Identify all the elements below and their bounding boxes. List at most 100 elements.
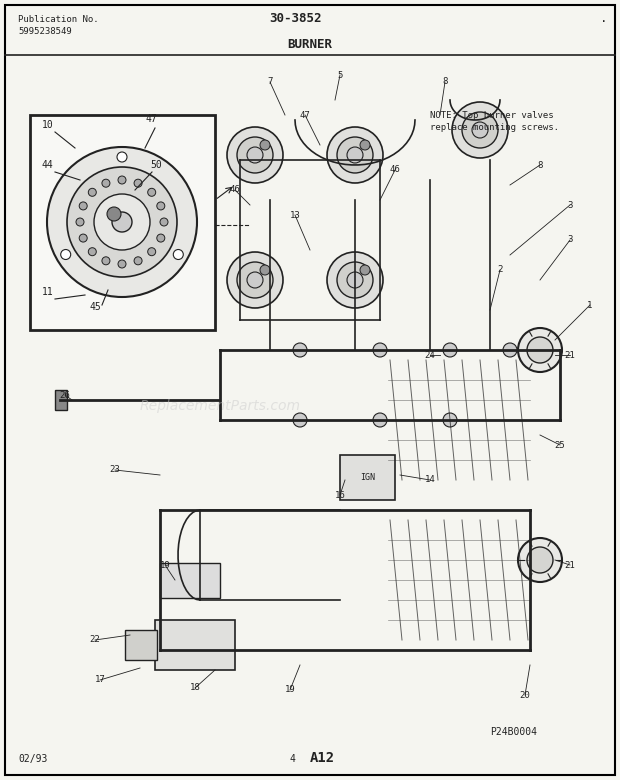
- Circle shape: [462, 112, 498, 148]
- Circle shape: [148, 188, 156, 197]
- Circle shape: [102, 257, 110, 264]
- Circle shape: [327, 252, 383, 308]
- Circle shape: [518, 538, 562, 582]
- Circle shape: [373, 343, 387, 357]
- Circle shape: [79, 202, 87, 210]
- Text: ReplacementParts.com: ReplacementParts.com: [140, 399, 301, 413]
- Circle shape: [260, 265, 270, 275]
- Circle shape: [134, 257, 142, 264]
- Bar: [160, 563, 220, 598]
- Circle shape: [293, 413, 307, 427]
- Circle shape: [118, 260, 126, 268]
- Text: 5995238549: 5995238549: [18, 27, 72, 36]
- Circle shape: [472, 122, 488, 138]
- Text: 5: 5: [337, 70, 343, 80]
- Circle shape: [503, 343, 517, 357]
- Circle shape: [260, 140, 270, 150]
- Circle shape: [118, 176, 126, 184]
- Text: 23: 23: [110, 466, 120, 474]
- Text: 45: 45: [90, 302, 102, 312]
- Circle shape: [347, 147, 363, 163]
- Circle shape: [347, 272, 363, 288]
- Text: 2: 2: [497, 265, 503, 275]
- Bar: [155, 620, 235, 670]
- Circle shape: [237, 137, 273, 173]
- Text: 46: 46: [389, 165, 401, 175]
- Text: 10: 10: [42, 120, 54, 130]
- Text: 3: 3: [567, 200, 573, 210]
- Text: 19: 19: [159, 561, 170, 569]
- Circle shape: [443, 413, 457, 427]
- Circle shape: [227, 252, 283, 308]
- Text: 44: 44: [42, 160, 54, 170]
- Text: 18: 18: [190, 683, 200, 693]
- Circle shape: [360, 265, 370, 275]
- Circle shape: [107, 207, 121, 221]
- Circle shape: [47, 147, 197, 297]
- Text: 4: 4: [290, 754, 296, 764]
- Text: 14: 14: [425, 476, 435, 484]
- Text: 24: 24: [425, 350, 435, 360]
- Circle shape: [102, 179, 110, 187]
- Text: .: .: [600, 12, 608, 25]
- Circle shape: [157, 202, 165, 210]
- Circle shape: [527, 337, 553, 363]
- Circle shape: [79, 234, 87, 242]
- Text: 25: 25: [555, 441, 565, 449]
- Text: 3: 3: [567, 236, 573, 244]
- Text: 02/93: 02/93: [18, 754, 47, 764]
- Text: 8: 8: [442, 77, 448, 87]
- Text: 50: 50: [150, 160, 162, 170]
- Circle shape: [67, 167, 177, 277]
- Circle shape: [527, 547, 553, 573]
- Circle shape: [88, 188, 96, 197]
- Bar: [125, 630, 157, 660]
- Circle shape: [443, 343, 457, 357]
- Text: 1: 1: [587, 300, 593, 310]
- Circle shape: [327, 127, 383, 183]
- Circle shape: [337, 262, 373, 298]
- Text: 11: 11: [42, 287, 54, 297]
- Circle shape: [373, 413, 387, 427]
- Text: Publication No.: Publication No.: [18, 15, 99, 24]
- Text: 8: 8: [538, 161, 542, 169]
- Circle shape: [148, 248, 156, 256]
- Circle shape: [452, 102, 508, 158]
- Circle shape: [227, 127, 283, 183]
- Text: 17: 17: [95, 675, 105, 685]
- Text: 13: 13: [290, 211, 300, 219]
- Text: IGN: IGN: [360, 473, 376, 482]
- Text: 47: 47: [299, 111, 311, 119]
- Circle shape: [61, 250, 71, 260]
- Text: 46: 46: [229, 186, 241, 194]
- Text: 16: 16: [335, 491, 345, 499]
- Text: 21: 21: [565, 561, 575, 569]
- Circle shape: [94, 194, 150, 250]
- Text: 47: 47: [145, 114, 157, 124]
- Text: 30-3852: 30-3852: [268, 12, 321, 25]
- Circle shape: [134, 179, 142, 187]
- Circle shape: [337, 137, 373, 173]
- Bar: [30, 115, 215, 330]
- Bar: [55, 390, 67, 410]
- Circle shape: [360, 140, 370, 150]
- Bar: [340, 455, 395, 500]
- Text: 26: 26: [60, 391, 71, 399]
- Circle shape: [518, 328, 562, 372]
- Text: P24B0004: P24B0004: [490, 727, 537, 737]
- Circle shape: [247, 147, 263, 163]
- Circle shape: [117, 152, 127, 162]
- Text: 19: 19: [285, 686, 295, 694]
- Text: BURNER: BURNER: [288, 38, 332, 51]
- Circle shape: [160, 218, 168, 226]
- Text: 22: 22: [90, 636, 100, 644]
- Text: 21: 21: [565, 350, 575, 360]
- Circle shape: [157, 234, 165, 242]
- Text: 7: 7: [267, 77, 273, 87]
- Circle shape: [174, 250, 184, 260]
- Text: 20: 20: [520, 690, 530, 700]
- Circle shape: [76, 218, 84, 226]
- Circle shape: [88, 248, 96, 256]
- Circle shape: [247, 272, 263, 288]
- Circle shape: [293, 343, 307, 357]
